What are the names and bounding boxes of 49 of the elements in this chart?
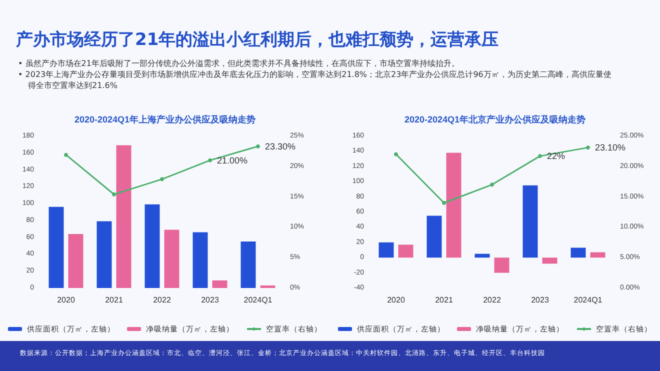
bar	[494, 258, 510, 273]
data-label: 21.00%	[217, 155, 248, 166]
point	[490, 182, 494, 187]
point	[538, 154, 542, 158]
bar	[260, 285, 276, 288]
data-label: 23.30%	[265, 141, 296, 152]
point	[586, 146, 590, 150]
point	[256, 144, 260, 148]
x-tick-label: 2023	[201, 296, 220, 304]
x-tick-label: 2023	[531, 296, 550, 304]
bar	[426, 216, 442, 258]
bar	[446, 152, 462, 258]
text: • 2023年上海产业办公存量项目受到市场新增供应冲击及年底去化压力的影响，空置率达到21.8%；北京23年产业办公供应总计96万㎡，为历史第二高峰，高供应量使得全市空置率达到21.6%	[18, 69, 612, 91]
point	[394, 152, 398, 156]
data-label: 23.10%	[595, 142, 626, 153]
bar	[398, 244, 414, 258]
chart-title: 2020-2024Q1年北京产业办公供应及吸纳走势	[404, 114, 586, 124]
bar	[212, 280, 228, 288]
bar	[144, 204, 160, 288]
point	[64, 152, 68, 157]
bar	[570, 248, 586, 258]
data-label: 22%	[547, 151, 566, 162]
x-tick-label: 2022	[483, 296, 502, 304]
bar	[240, 242, 256, 288]
chart-title: 2020-2024Q1年上海产业办公供应及吸纳走势	[74, 114, 256, 124]
text: 产办市场经历了21年的溢出小红利期后，也难扛颓势，运营承压	[16, 29, 499, 51]
point	[160, 177, 164, 182]
x-tick-label: 2024Q1	[574, 296, 603, 304]
bar	[164, 230, 180, 288]
bar	[522, 185, 538, 258]
bar	[474, 254, 490, 258]
bar	[116, 145, 132, 288]
text: • 虽然产办市场在21年后吸附了一部分传统办公外溢需求，但此类需求并不具备持续性，在高供应下，市场空置率持续抬升。	[18, 58, 460, 69]
bar	[96, 221, 112, 288]
point	[442, 200, 446, 205]
x-tick-label: 2020	[387, 296, 406, 304]
bar	[192, 232, 208, 288]
bar	[378, 242, 394, 258]
x-tick-label: 2021	[435, 296, 454, 304]
bar	[590, 252, 606, 258]
point	[208, 158, 212, 162]
x-tick-label: 2021	[105, 296, 124, 304]
bar	[48, 206, 64, 288]
bar	[68, 234, 84, 288]
x-tick-label: 2024Q1	[244, 296, 273, 304]
x-tick-label: 2020	[57, 296, 76, 304]
point	[112, 192, 116, 196]
x-tick-label: 2022	[153, 296, 172, 304]
bar	[542, 258, 558, 264]
